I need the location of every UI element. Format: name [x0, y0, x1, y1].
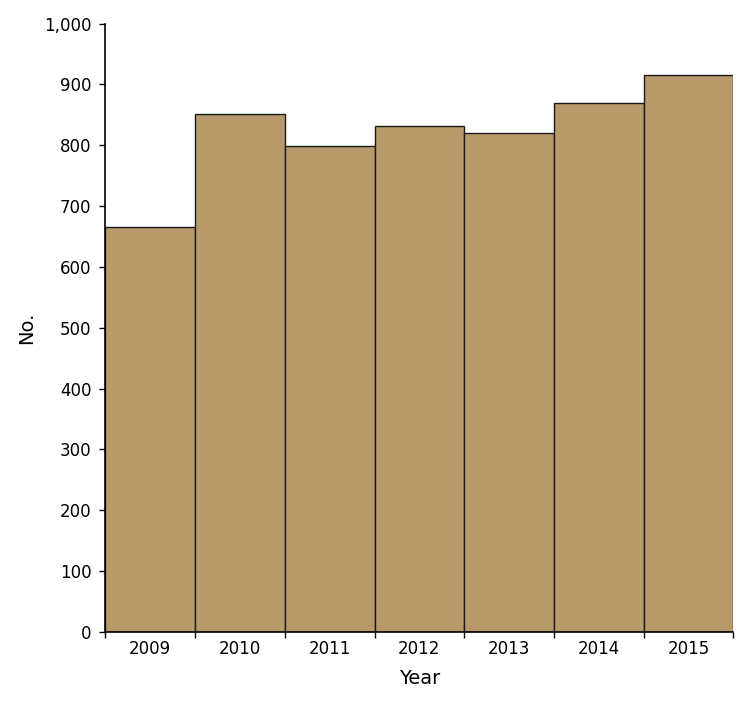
Bar: [374, 126, 464, 632]
Bar: [285, 146, 374, 632]
Bar: [195, 114, 285, 632]
Bar: [106, 228, 195, 632]
X-axis label: Year: Year: [399, 669, 440, 688]
Bar: [464, 133, 554, 632]
Bar: [554, 104, 644, 632]
Y-axis label: No.: No.: [16, 312, 36, 344]
Bar: [644, 75, 734, 632]
